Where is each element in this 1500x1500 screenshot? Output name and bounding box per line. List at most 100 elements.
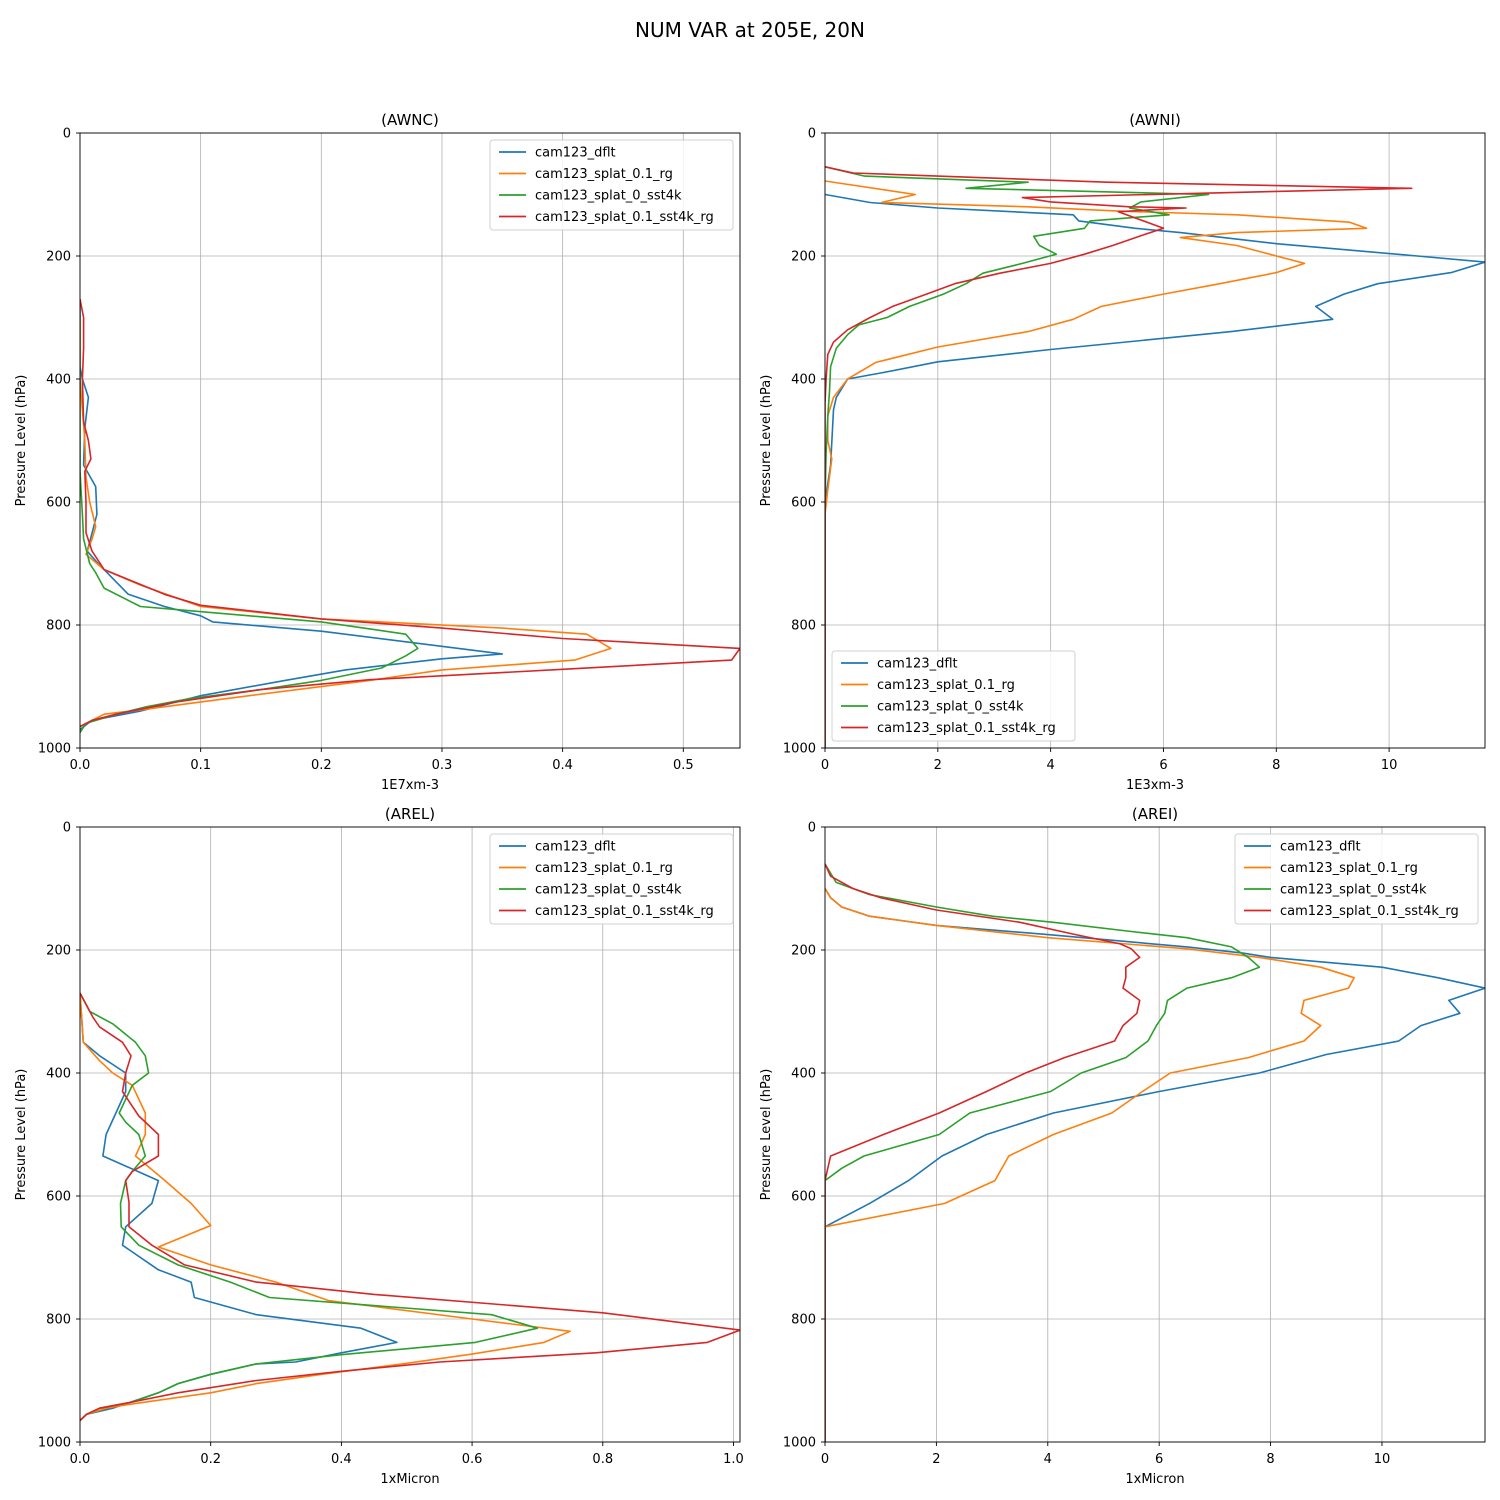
y-tick-label: 800 bbox=[46, 1313, 71, 1328]
series-line-cam123_dflt bbox=[80, 992, 398, 1422]
y-tick-label: 200 bbox=[791, 944, 816, 959]
legend-box bbox=[489, 833, 734, 925]
x-axis-label: 1E7xm-3 bbox=[381, 778, 439, 793]
x-tick-label: 0.4 bbox=[331, 1452, 352, 1467]
x-tick-label: 0.4 bbox=[552, 758, 573, 773]
legend: cam123_dflt cam123_splat_0.1_rg cam123_spl… bbox=[489, 139, 734, 231]
x-tick-label: 0.2 bbox=[311, 758, 332, 773]
legend-label: cam123_splat_0_sst4k bbox=[1280, 883, 1427, 898]
legend-label: cam123_splat_0.1_rg bbox=[535, 861, 673, 876]
x-tick-label: 4 bbox=[1047, 758, 1055, 773]
x-axis-label: 1xMicron bbox=[380, 1472, 439, 1487]
y-tick-label: 600 bbox=[791, 496, 816, 511]
series-line-cam123_splat_0_sst4k bbox=[80, 992, 539, 1422]
x-tick-label: 4 bbox=[1044, 1452, 1052, 1467]
series-line-cam123_dflt bbox=[825, 193, 1485, 748]
legend-label: cam123_splat_0.1_rg bbox=[1280, 861, 1418, 876]
legend-label: cam123_splat_0_sst4k bbox=[877, 700, 1024, 715]
y-axis-label: Pressure Level (hPa) bbox=[759, 375, 774, 507]
legend-box bbox=[489, 139, 734, 231]
panel-title: (AWNC) bbox=[381, 111, 439, 129]
axes-frame bbox=[824, 132, 1486, 749]
series-line-cam123_splat_0_sst4k bbox=[825, 863, 1261, 1442]
y-axis-label: Pressure Level (hPa) bbox=[14, 1069, 29, 1201]
panel-4: 0 2 4 6 8 10 0 200 400 600 800 1000 (AREI) 1xMicron Pr… bbox=[759, 805, 1486, 1487]
x-tick-label: 0 bbox=[821, 1452, 829, 1467]
y-tick-label: 0 bbox=[808, 821, 816, 836]
series-line-cam123_splat_0.1_rg bbox=[825, 888, 1355, 1442]
legend-label: cam123_splat_0.1_sst4k_rg bbox=[535, 210, 714, 225]
x-tick-label: 0.2 bbox=[200, 1452, 221, 1467]
series-line-cam123_dflt bbox=[80, 299, 504, 731]
legend-label: cam123_splat_0_sst4k bbox=[535, 189, 682, 204]
y-tick-label: 800 bbox=[791, 1313, 816, 1328]
series-line-cam123_splat_0_sst4k bbox=[825, 166, 1210, 748]
legend-box bbox=[1234, 833, 1479, 925]
x-tick-label: 0.1 bbox=[190, 758, 211, 773]
x-tick-label: 2 bbox=[932, 1452, 940, 1467]
panel-title: (AWNI) bbox=[1129, 111, 1181, 129]
axes-frame bbox=[79, 826, 741, 1443]
x-tick-label: 0 bbox=[821, 758, 829, 773]
legend-label: cam123_dflt bbox=[535, 840, 616, 855]
series-line-cam123_splat_0.1_sst4k_rg bbox=[825, 166, 1413, 748]
y-tick-label: 400 bbox=[791, 373, 816, 388]
series-line-cam123_splat_0.1_sst4k_rg bbox=[825, 863, 1141, 1442]
legend: cam123_dflt cam123_splat_0.1_rg cam123_spl… bbox=[831, 650, 1076, 742]
x-tick-label: 0.8 bbox=[592, 1452, 613, 1467]
series-line-cam123_splat_0.1_sst4k_rg bbox=[80, 992, 740, 1422]
x-tick-label: 6 bbox=[1159, 758, 1167, 773]
series-line-cam123_dflt bbox=[825, 888, 1485, 1442]
y-tick-label: 1000 bbox=[38, 742, 71, 757]
legend-label: cam123_splat_0.1_sst4k_rg bbox=[877, 721, 1056, 736]
y-tick-label: 800 bbox=[791, 619, 816, 634]
x-tick-label: 1.0 bbox=[723, 1452, 744, 1467]
y-tick-label: 600 bbox=[46, 496, 71, 511]
x-tick-label: 2 bbox=[934, 758, 942, 773]
series-line-cam123_splat_0.1_rg bbox=[80, 992, 571, 1422]
y-tick-label: 0 bbox=[63, 127, 71, 142]
y-tick-label: 400 bbox=[46, 373, 71, 388]
legend-label: cam123_dflt bbox=[1280, 840, 1361, 855]
x-tick-label: 0.0 bbox=[70, 758, 91, 773]
y-tick-label: 600 bbox=[46, 1190, 71, 1205]
y-tick-label: 200 bbox=[46, 250, 71, 265]
y-tick-label: 0 bbox=[63, 821, 71, 836]
legend: cam123_dflt cam123_splat_0.1_rg cam123_spl… bbox=[1234, 833, 1479, 925]
y-tick-label: 1000 bbox=[38, 1436, 71, 1451]
y-tick-label: 400 bbox=[46, 1067, 71, 1082]
x-tick-label: 10 bbox=[1374, 1452, 1391, 1467]
panel-1: 0.0 0.1 0.2 0.3 0.4 0.5 0 200 400 600 800 1000 (AWNC… bbox=[14, 111, 741, 793]
y-tick-label: 200 bbox=[791, 250, 816, 265]
x-tick-label: 10 bbox=[1381, 758, 1398, 773]
y-tick-label: 0 bbox=[808, 127, 816, 142]
x-axis-label: 1xMicron bbox=[1125, 1472, 1184, 1487]
x-tick-label: 8 bbox=[1272, 758, 1280, 773]
panels: 0.0 0.1 0.2 0.3 0.4 0.502004006008001000(AWNC… bbox=[14, 111, 1486, 1487]
series-line-cam123_splat_0_sst4k bbox=[80, 366, 419, 734]
legend: cam123_dflt cam123_splat_0.1_rg cam123_spl… bbox=[489, 833, 734, 925]
legend-label: cam123_splat_0.1_sst4k_rg bbox=[1280, 904, 1459, 919]
legend-label: cam123_dflt bbox=[877, 657, 958, 672]
y-tick-label: 1000 bbox=[783, 742, 816, 757]
x-tick-label: 6 bbox=[1155, 1452, 1163, 1467]
axes-frame bbox=[824, 826, 1486, 1443]
legend-label: cam123_splat_0.1_rg bbox=[535, 167, 673, 182]
axes-frame bbox=[79, 132, 741, 749]
y-tick-label: 1000 bbox=[783, 1436, 816, 1451]
x-axis-label: 1E3xm-3 bbox=[1126, 778, 1184, 793]
y-tick-label: 600 bbox=[791, 1190, 816, 1205]
legend-label: cam123_splat_0.1_sst4k_rg bbox=[535, 904, 714, 919]
x-tick-label: 0.6 bbox=[462, 1452, 483, 1467]
legend-label: cam123_splat_0.1_rg bbox=[877, 678, 1015, 693]
panel-title: (AREI) bbox=[1132, 805, 1178, 823]
x-tick-label: 0.5 bbox=[673, 758, 694, 773]
legend-label: cam123_dflt bbox=[535, 146, 616, 161]
panel-3: 0.0 0.2 0.4 0.6 0.8 1.0 0 200 400 600 800 1000 (AREL… bbox=[14, 805, 744, 1487]
x-tick-label: 8 bbox=[1266, 1452, 1274, 1467]
x-tick-label: 0.3 bbox=[432, 758, 453, 773]
y-tick-label: 800 bbox=[46, 619, 71, 634]
figure-title: NUM VAR at 205E, 20N bbox=[635, 18, 865, 42]
series-line-cam123_splat_0.1_rg bbox=[825, 180, 1368, 748]
